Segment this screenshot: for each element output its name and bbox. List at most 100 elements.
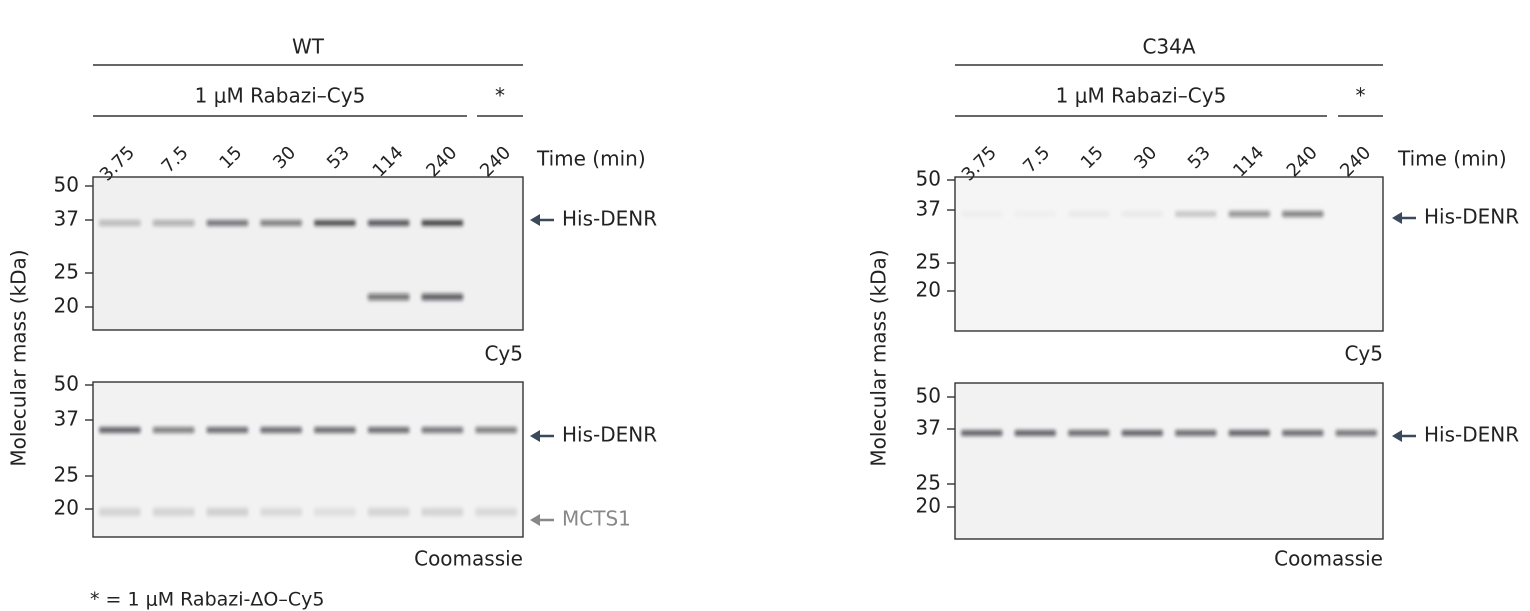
marker-label: 50	[54, 372, 79, 396]
band	[961, 430, 1003, 436]
band	[99, 427, 141, 433]
band	[260, 220, 302, 226]
band	[99, 220, 141, 226]
band	[475, 427, 517, 433]
gel-frame	[954, 176, 1384, 332]
gel-caption: Coomassie	[1274, 547, 1383, 571]
marker-label: 25	[916, 250, 941, 274]
gel-background	[955, 177, 1383, 331]
band	[367, 220, 410, 226]
arrow-head	[530, 214, 540, 226]
band	[314, 508, 356, 516]
band-annotation: His-DENR	[1424, 205, 1519, 229]
panel-title: WT	[292, 35, 325, 59]
band	[1068, 430, 1110, 436]
band	[421, 508, 464, 516]
lane-label: 114	[1229, 142, 1268, 181]
band-annotation: His-DENR	[562, 423, 657, 447]
treatment-label: 1 μM Rabazi–Cy5	[1056, 84, 1227, 108]
marker-label: 37	[54, 207, 79, 231]
band	[314, 427, 356, 433]
band	[1068, 211, 1110, 217]
lane-label: 15	[1077, 142, 1108, 173]
lane-label: 30	[1130, 142, 1161, 173]
marker-label: 25	[916, 471, 941, 495]
gel-frame	[954, 382, 1384, 540]
y-axis-label: Molecular mass (kDa)	[7, 249, 31, 466]
band	[1335, 430, 1377, 436]
gel-background	[955, 383, 1383, 539]
band	[475, 508, 517, 516]
marker-label: 25	[54, 463, 79, 487]
arrow-head	[1392, 212, 1402, 224]
band	[1121, 211, 1163, 217]
band	[206, 508, 249, 516]
band-annotation: His-DENR	[1424, 423, 1519, 447]
gel-caption: Cy5	[484, 342, 523, 366]
lane-label: 240	[1283, 142, 1322, 181]
lane-label: 7.5	[158, 142, 193, 177]
lane-label: 53	[323, 142, 354, 173]
gel-background	[93, 177, 523, 330]
band	[152, 427, 195, 433]
gel-caption: Coomassie	[414, 547, 523, 571]
band	[367, 427, 410, 433]
marker-label: 50	[54, 173, 79, 197]
lane-label: 30	[269, 142, 300, 173]
band	[1175, 430, 1217, 436]
band	[260, 508, 302, 516]
control-label: *	[495, 84, 505, 108]
band	[1015, 212, 1057, 217]
marker-label: 20	[54, 496, 79, 520]
band	[1282, 211, 1324, 217]
band-annotation: MCTS1	[562, 507, 631, 531]
gel-frame	[92, 176, 524, 331]
lane-label: 53	[1184, 142, 1215, 173]
band	[314, 220, 356, 226]
band	[1014, 430, 1056, 436]
time-label: Time (min)	[1397, 147, 1507, 171]
band	[1228, 211, 1270, 217]
band	[1121, 430, 1163, 436]
band	[152, 508, 195, 516]
marker-label: 37	[54, 407, 79, 431]
marker-label: 37	[916, 197, 941, 221]
marker-label: 20	[916, 494, 941, 518]
marker-label: 50	[916, 384, 941, 408]
band	[99, 508, 141, 516]
arrow-head	[1392, 430, 1402, 442]
band	[421, 427, 464, 433]
band	[421, 294, 464, 300]
marker-label: 37	[916, 416, 941, 440]
arrow-head	[530, 430, 540, 442]
treatment-label: 1 μM Rabazi–Cy5	[195, 84, 366, 108]
band	[421, 220, 464, 226]
lane-label: 15	[215, 142, 246, 173]
time-label: Time (min)	[536, 147, 646, 171]
band-annotation: His-DENR	[562, 207, 657, 231]
band	[152, 220, 195, 226]
gel-frame	[92, 381, 524, 538]
band	[206, 427, 249, 433]
marker-label: 20	[54, 294, 79, 318]
band	[1228, 430, 1270, 436]
panel-title: C34A	[1142, 35, 1195, 59]
arrow-head	[530, 514, 540, 526]
band	[206, 220, 249, 226]
control-label: *	[1356, 84, 1366, 108]
footnote: * = 1 μM Rabazi-ΔO–Cy5	[90, 589, 324, 611]
lane-label: 114	[369, 142, 408, 181]
band	[260, 427, 302, 433]
marker-label: 50	[916, 167, 941, 191]
lane-label: 240	[476, 142, 515, 181]
gel-caption: Cy5	[1344, 342, 1383, 366]
marker-label: 25	[54, 260, 79, 284]
y-axis-label: Molecular mass (kDa)	[867, 249, 891, 466]
lane-label: 240	[1336, 142, 1375, 181]
band	[1175, 211, 1217, 217]
marker-label: 20	[916, 278, 941, 302]
lane-label: 7.5	[1019, 142, 1054, 177]
band	[1282, 430, 1324, 436]
band	[961, 212, 1003, 217]
